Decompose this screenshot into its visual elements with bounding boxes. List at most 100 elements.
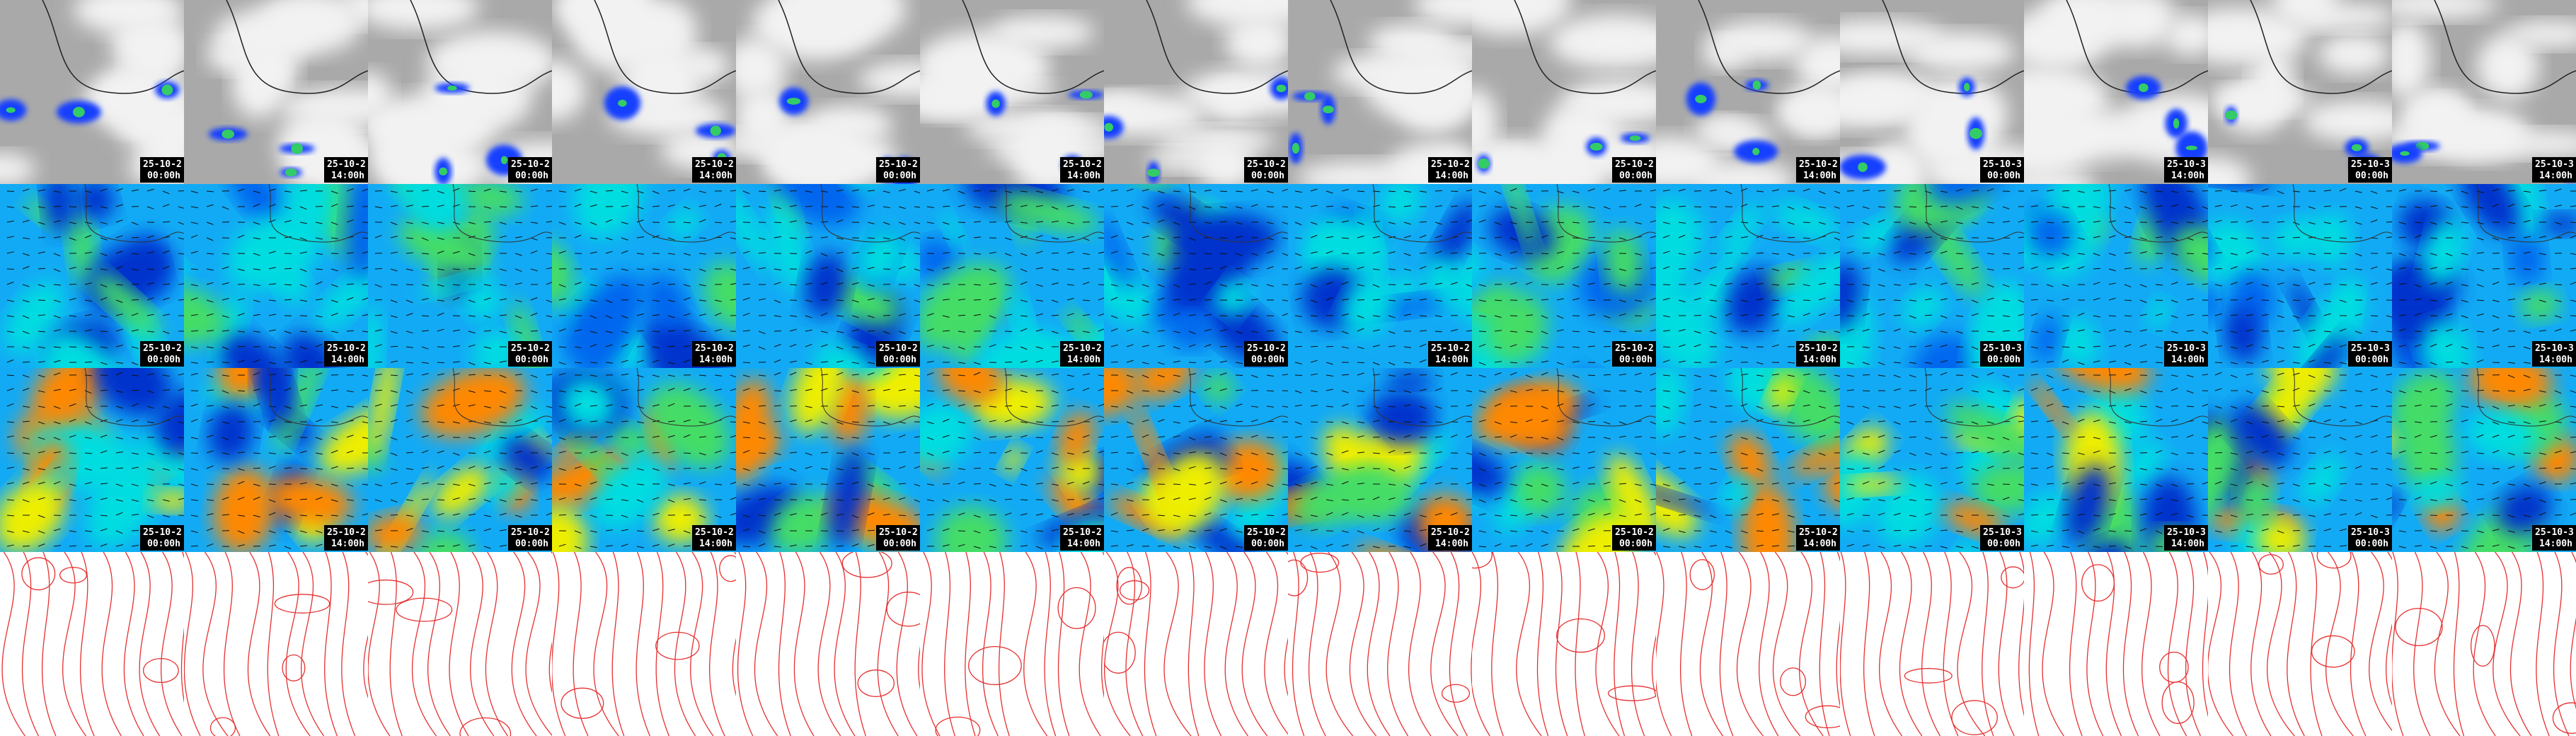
wind-arrow bbox=[1266, 452, 1274, 456]
isobar bbox=[1680, 552, 1693, 736]
wind-arrow bbox=[1834, 499, 1840, 502]
wind-arrow bbox=[1204, 546, 1212, 548]
wind-arrow bbox=[1541, 437, 1548, 439]
wind-arrow bbox=[667, 483, 675, 486]
wind-arrow bbox=[2261, 314, 2269, 316]
wind-arrow bbox=[1310, 284, 1318, 288]
wind-arrow bbox=[1834, 330, 1840, 333]
wind-arrow bbox=[468, 190, 476, 192]
isobar-closed bbox=[1951, 700, 1998, 735]
wind-arrow bbox=[2202, 219, 2208, 223]
wind-arrow bbox=[1188, 330, 1196, 335]
wind-arrow bbox=[667, 299, 675, 302]
wind-arrow bbox=[1634, 513, 1642, 516]
wind-arrow bbox=[1204, 222, 1212, 224]
wind-field bbox=[420, 368, 526, 437]
wind-arrow bbox=[253, 452, 261, 454]
wind-arrow bbox=[178, 373, 184, 376]
wind-field bbox=[941, 213, 963, 246]
wind-arrow bbox=[851, 529, 859, 531]
wind-arrow bbox=[190, 297, 198, 301]
wind-arrow bbox=[2292, 405, 2300, 407]
wind-arrow bbox=[2430, 222, 2437, 225]
wind-arrow bbox=[222, 452, 229, 455]
wind-field bbox=[227, 210, 324, 290]
wind-arrow bbox=[131, 514, 139, 516]
wind-arrow bbox=[1310, 437, 1318, 439]
wind-arrow bbox=[1556, 437, 1564, 441]
wind-arrow bbox=[926, 372, 934, 376]
wind-arrow bbox=[1357, 421, 1364, 424]
wind-arrow bbox=[178, 437, 184, 439]
wind-arrow bbox=[1618, 313, 1626, 316]
wind-arrow bbox=[146, 483, 154, 486]
wind-arrow bbox=[2186, 390, 2194, 393]
wind-arrow bbox=[2430, 282, 2437, 285]
wind-field bbox=[344, 184, 368, 280]
wind-arrow bbox=[1618, 237, 1626, 241]
wind-arrow bbox=[53, 389, 61, 391]
wind-field bbox=[2392, 424, 2400, 454]
wind-arrow bbox=[1846, 362, 1854, 364]
wind-arrow bbox=[1756, 282, 1764, 285]
isobar-closed bbox=[1556, 618, 1605, 653]
wind-arrow bbox=[2108, 360, 2116, 363]
wind-arrow bbox=[1510, 483, 1517, 486]
wind-arrow bbox=[1450, 372, 1458, 376]
wind-arrow bbox=[1478, 530, 1486, 533]
wind-arrow bbox=[574, 390, 582, 393]
wind-arrow bbox=[178, 253, 184, 255]
wind-arrow bbox=[1740, 299, 1748, 302]
wind-arrow bbox=[253, 314, 260, 316]
wind-arrow bbox=[851, 267, 859, 270]
wind-arrow bbox=[53, 236, 61, 238]
wind-arrow bbox=[1250, 499, 1258, 502]
wind-arrow bbox=[1787, 421, 1795, 424]
wind-arrow bbox=[958, 299, 965, 301]
wind-arrow bbox=[1082, 481, 1090, 485]
wind-arrow bbox=[452, 513, 460, 516]
wind-arrow bbox=[1157, 419, 1165, 422]
wind-arrow bbox=[206, 282, 214, 285]
wind-arrow bbox=[1662, 222, 1670, 224]
wind-arrow bbox=[1909, 362, 1916, 364]
wind-arrow bbox=[84, 251, 92, 254]
wind-arrow bbox=[1603, 374, 1611, 376]
wind-arrow bbox=[1893, 346, 1901, 350]
wind-arrow bbox=[1709, 236, 1717, 238]
wind-arrow bbox=[730, 497, 736, 500]
wind-arrow bbox=[714, 312, 722, 316]
wind-arrow bbox=[1341, 206, 1349, 209]
wind-arrow bbox=[942, 435, 950, 438]
wind-arrow bbox=[115, 437, 123, 439]
wind-arrow bbox=[1986, 437, 1994, 440]
cloud bbox=[2299, 4, 2392, 30]
wind-arrow bbox=[989, 315, 996, 319]
wind-arrow bbox=[2292, 236, 2301, 238]
wind-arrow bbox=[1372, 452, 1381, 454]
wind-arrow bbox=[1142, 345, 1149, 347]
wind-arrow bbox=[1004, 284, 1012, 287]
wind-arrow bbox=[2124, 268, 2132, 270]
wind-arrow bbox=[499, 330, 507, 333]
wind-arrow bbox=[1478, 483, 1486, 487]
wind-arrow bbox=[1802, 222, 1811, 224]
wind-arrow bbox=[374, 389, 383, 391]
isobar bbox=[944, 552, 955, 736]
wind-arrow bbox=[1110, 268, 1118, 271]
wind-arrow bbox=[2046, 498, 2054, 500]
wind-arrow bbox=[1618, 268, 1626, 272]
cloud bbox=[1472, 87, 1498, 161]
wind-arrow bbox=[299, 268, 307, 272]
wind-arrow bbox=[1004, 419, 1012, 422]
wind-arrow bbox=[1618, 514, 1626, 517]
wind-arrow bbox=[1266, 498, 1274, 500]
wind-arrow bbox=[820, 330, 828, 333]
wind-arrow bbox=[1126, 315, 1134, 318]
timestamp-time: 00:00h bbox=[883, 355, 916, 365]
wind-arrow bbox=[22, 437, 30, 439]
wind-arrow bbox=[1126, 204, 1134, 207]
wind-arrow bbox=[530, 237, 538, 241]
wind-arrow bbox=[1126, 421, 1134, 425]
wind-field bbox=[1514, 464, 1565, 516]
